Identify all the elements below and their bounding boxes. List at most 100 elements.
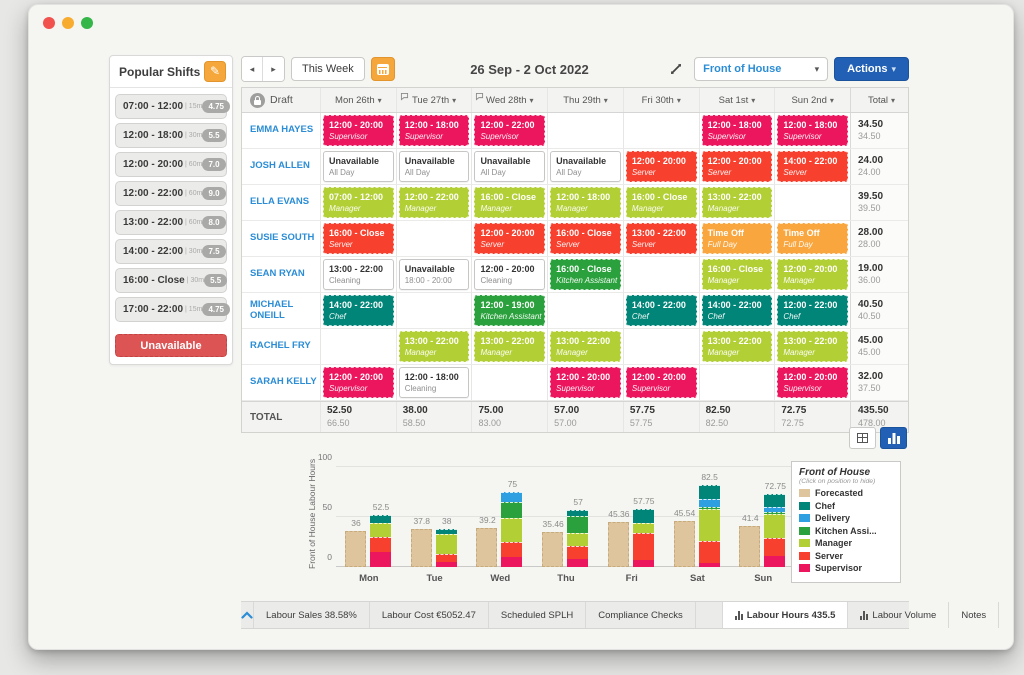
day-cell[interactable]: 12:00 - 20:00 Supervisor	[774, 365, 850, 400]
day-cell[interactable]: 12:00 - 20:00 Server	[471, 221, 547, 256]
day-cell[interactable]: 13:00 - 22:00 Manager	[774, 329, 850, 364]
shift-cell[interactable]: 12:00 - 20:00 Supervisor	[777, 367, 849, 398]
bottom-tab[interactable]: Labour Volume	[848, 602, 950, 628]
day-cell[interactable]: 12:00 - 18:00 Manager	[547, 185, 623, 220]
shift-cell[interactable]: 13:00 - 22:00 Manager	[474, 331, 546, 362]
bottom-tab[interactable]: Labour Hours 435.5	[721, 602, 849, 628]
shift-cell[interactable]: 12:00 - 20:00 Manager	[777, 259, 849, 290]
popular-shift-pill[interactable]: 13:00 - 22:00 | 60m 8.0	[115, 210, 227, 235]
day-cell[interactable]: 16:00 - Close Server	[320, 221, 396, 256]
day-cell[interactable]: 12:00 - 20:00 Server	[698, 149, 775, 184]
shift-cell[interactable]: 13:00 - 22:00 Manager	[701, 187, 773, 218]
bottom-tab[interactable]: Scheduled SPLH	[489, 602, 587, 628]
day-cell[interactable]: 16:00 - Close Server	[547, 221, 623, 256]
day-cell[interactable]: 12:00 - 22:00 Supervisor	[471, 113, 547, 148]
day-cell[interactable]: 13:00 - 22:00 Manager	[698, 185, 775, 220]
shift-cell[interactable]: 14:00 - 22:00 Chef	[323, 295, 394, 326]
day-header[interactable]: Sat 1st ▾	[698, 88, 775, 112]
shift-cell[interactable]: Unavailable 18:00 - 20:00	[398, 259, 470, 290]
shift-cell[interactable]: 16:00 - Close Server	[323, 223, 394, 254]
legend-item[interactable]: Kitchen Assi...	[799, 526, 893, 536]
day-cell[interactable]: 07:00 - 12:00 Manager	[320, 185, 396, 220]
day-cell[interactable]: 12:00 - 20:00 Manager	[774, 257, 850, 292]
popular-shift-pill[interactable]: 14:00 - 22:00 | 30m 7.5	[115, 239, 227, 264]
employee-name-link[interactable]: SEAN RYAN	[250, 268, 305, 280]
fullscreen-button[interactable]	[664, 57, 688, 81]
minimize-window-button[interactable]	[62, 17, 74, 29]
shift-cell[interactable]: 13:00 - 22:00 Manager	[777, 331, 849, 362]
day-cell[interactable]: 16:00 - Close Manager	[471, 185, 547, 220]
day-cell[interactable]	[774, 185, 850, 220]
shift-cell[interactable]: 12:00 - 20:00 Server	[625, 151, 697, 182]
shift-cell[interactable]: 12:00 - 20:00 Server	[701, 151, 773, 182]
day-cell[interactable]: 12:00 - 20:00 Cleaning	[471, 257, 547, 292]
day-cell[interactable]: 16:00 - Close Kitchen Assistant	[547, 257, 623, 292]
shift-cell[interactable]: 12:00 - 22:00 Chef	[777, 295, 849, 326]
day-cell[interactable]	[395, 221, 472, 256]
shift-cell[interactable]: 13:00 - 22:00 Server	[625, 223, 697, 254]
day-cell[interactable]: 16:00 - Close Manager	[698, 257, 775, 292]
day-cell[interactable]: 13:00 - 22:00 Manager	[547, 329, 623, 364]
shift-cell[interactable]: Time Off Full Day	[777, 223, 849, 254]
day-cell[interactable]: 12:00 - 18:00 Supervisor	[395, 113, 472, 148]
popular-shift-pill[interactable]: 07:00 - 12:00 | 15m 4.75	[115, 94, 231, 119]
actions-button[interactable]: Actions ▾	[834, 57, 909, 81]
shift-cell[interactable]: Unavailable All Day	[323, 151, 394, 182]
day-header[interactable]: Wed 28th ▾	[471, 88, 547, 112]
shift-cell[interactable]: 14:00 - 22:00 Chef	[701, 295, 773, 326]
bottom-tab[interactable]: Notes	[949, 602, 1000, 628]
comment-bubble-icon[interactable]	[475, 92, 484, 104]
popular-shift-pill[interactable]: 12:00 - 18:00 | 30m 5.5	[115, 123, 227, 148]
day-cell[interactable]	[547, 113, 623, 148]
shift-cell[interactable]: 16:00 - Close Manager	[474, 187, 546, 218]
shift-cell[interactable]: 12:00 - 18:00 Manager	[550, 187, 621, 218]
prev-week-button[interactable]: ◂	[242, 57, 263, 81]
shift-cell[interactable]: 16:00 - Close Kitchen Assistant	[550, 259, 621, 290]
shift-cell[interactable]: 12:00 - 20:00 Supervisor	[550, 367, 621, 398]
shift-cell[interactable]: 16:00 - Close Manager	[625, 187, 697, 218]
shift-cell[interactable]: 07:00 - 12:00 Manager	[323, 187, 394, 218]
day-cell[interactable]: Unavailable All Day	[471, 149, 547, 184]
legend-item[interactable]: Forecasted	[799, 488, 893, 498]
legend-item[interactable]: Supervisor	[799, 563, 893, 573]
day-cell[interactable]: 12:00 - 20:00 Supervisor	[320, 365, 396, 400]
shift-cell[interactable]: 12:00 - 18:00 Supervisor	[777, 115, 849, 146]
popular-shift-pill[interactable]: 12:00 - 22:00 | 60m 9.0	[115, 181, 227, 206]
day-cell[interactable]	[320, 329, 396, 364]
day-cell[interactable]	[622, 329, 699, 364]
chart-view-button[interactable]	[880, 427, 907, 449]
total-column-header[interactable]: Total ▾	[850, 88, 908, 112]
day-header[interactable]: Mon 26th ▾	[320, 88, 396, 112]
employee-name-link[interactable]: EMMA HAYES	[250, 124, 314, 136]
close-window-button[interactable]	[43, 17, 55, 29]
shift-cell[interactable]: 12:00 - 22:00 Supervisor	[474, 115, 546, 146]
day-cell[interactable]	[471, 365, 547, 400]
day-cell[interactable]: 16:00 - Close Manager	[622, 185, 699, 220]
day-cell[interactable]: Unavailable All Day	[547, 149, 623, 184]
day-cell[interactable]: 13:00 - 22:00 Manager	[395, 329, 472, 364]
day-cell[interactable]	[395, 293, 472, 328]
collapse-panel-button[interactable]	[241, 602, 254, 628]
shift-cell[interactable]: Unavailable All Day	[550, 151, 621, 182]
shift-cell[interactable]: 12:00 - 20:00 Cleaning	[474, 259, 546, 290]
day-cell[interactable]: 14:00 - 22:00 Server	[774, 149, 850, 184]
day-cell[interactable]: 12:00 - 22:00 Manager	[395, 185, 472, 220]
day-cell[interactable]: Unavailable All Day	[395, 149, 472, 184]
shift-cell[interactable]: 12:00 - 19:00 Kitchen Assistant	[474, 295, 546, 326]
shift-cell[interactable]: Unavailable All Day	[474, 151, 546, 182]
day-cell[interactable]: 14:00 - 22:00 Chef	[698, 293, 775, 328]
popular-shift-pill[interactable]: 16:00 - Close | 30m 5.5	[115, 268, 228, 293]
shift-cell[interactable]: 13:00 - 22:00 Manager	[701, 331, 773, 362]
day-cell[interactable]: Unavailable All Day	[320, 149, 396, 184]
day-cell[interactable]: 12:00 - 18:00 Supervisor	[774, 113, 850, 148]
employee-name-link[interactable]: MICHAEL ONEILL	[250, 299, 294, 321]
shift-cell[interactable]: 12:00 - 20:00 Supervisor	[323, 115, 394, 146]
day-cell[interactable]: 14:00 - 22:00 Chef	[622, 293, 699, 328]
bottom-tab[interactable]: Labour Cost €5052.47	[370, 602, 489, 628]
shift-cell[interactable]: 14:00 - 22:00 Chef	[625, 295, 697, 326]
shift-cell[interactable]: 16:00 - Close Manager	[701, 259, 773, 290]
day-cell[interactable]: 12:00 - 20:00 Server	[622, 149, 699, 184]
shift-cell[interactable]: 12:00 - 18:00 Supervisor	[398, 115, 470, 146]
day-cell[interactable]: 13:00 - 22:00 Manager	[698, 329, 775, 364]
legend-item[interactable]: Manager	[799, 538, 893, 548]
